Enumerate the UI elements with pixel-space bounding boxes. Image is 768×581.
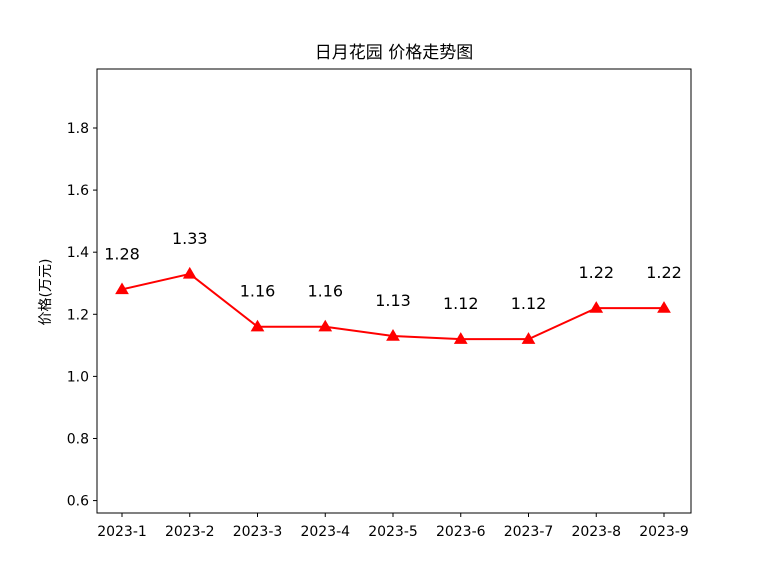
data-markers <box>115 266 671 344</box>
y-tick-label: 1.2 <box>67 307 89 323</box>
data-point-marker <box>250 319 265 332</box>
y-tick-label: 1.4 <box>67 245 89 261</box>
data-point-marker <box>386 329 400 341</box>
data-point-marker <box>115 282 129 295</box>
x-axis-ticks: 2023-1 2023-2 2023-3 2023-4 2023-5 2023-6 2023… <box>97 513 689 540</box>
plot-area-frame <box>96 68 692 514</box>
data-point-marker <box>589 301 604 313</box>
data-point-label: 1.28 <box>104 244 140 263</box>
data-point-label: 1.13 <box>375 291 411 310</box>
data-point-label: 1.33 <box>172 229 208 248</box>
x-tick-label: 2023-6 <box>436 524 486 540</box>
y-axis-label: 价格(万元) <box>38 259 54 326</box>
x-tick-label: 2023-3 <box>233 524 283 540</box>
x-tick-label: 2023-7 <box>504 524 554 540</box>
data-point-label: 1.16 <box>307 282 343 301</box>
y-tick-label: 1.0 <box>67 369 89 385</box>
y-axis-ticks: 0.6 0.8 1.0 1.2 1.4 1.6 1.8 <box>67 121 97 510</box>
x-tick-label: 2023-4 <box>300 524 350 540</box>
x-tick-label: 2023-1 <box>97 524 147 540</box>
y-tick-label: 0.8 <box>67 431 89 447</box>
data-point-label: 1.12 <box>511 294 547 313</box>
y-tick-label: 1.8 <box>67 121 89 137</box>
data-point-label: 1.22 <box>578 263 614 282</box>
data-point-label: 1.16 <box>240 282 276 301</box>
chart-title: 日月花园 价格走势图 <box>315 43 473 63</box>
data-point-marker <box>521 332 536 344</box>
data-point-marker <box>657 301 671 313</box>
x-tick-label: 2023-9 <box>639 524 689 540</box>
x-tick-label: 2023-2 <box>165 524 215 540</box>
x-tick-label: 2023-8 <box>571 524 621 540</box>
data-point-label: 1.22 <box>646 263 682 282</box>
data-point-marker <box>318 319 333 332</box>
x-tick-label: 2023-5 <box>368 524 418 540</box>
y-tick-label: 0.6 <box>67 494 89 510</box>
data-labels: 1.28 1.33 1.16 1.16 1.13 1.12 1.12 1.22 1.22 <box>104 229 682 313</box>
data-point-marker <box>453 332 468 344</box>
data-point-label: 1.12 <box>443 294 479 313</box>
data-point-marker <box>182 266 197 279</box>
y-tick-label: 1.6 <box>67 183 89 199</box>
